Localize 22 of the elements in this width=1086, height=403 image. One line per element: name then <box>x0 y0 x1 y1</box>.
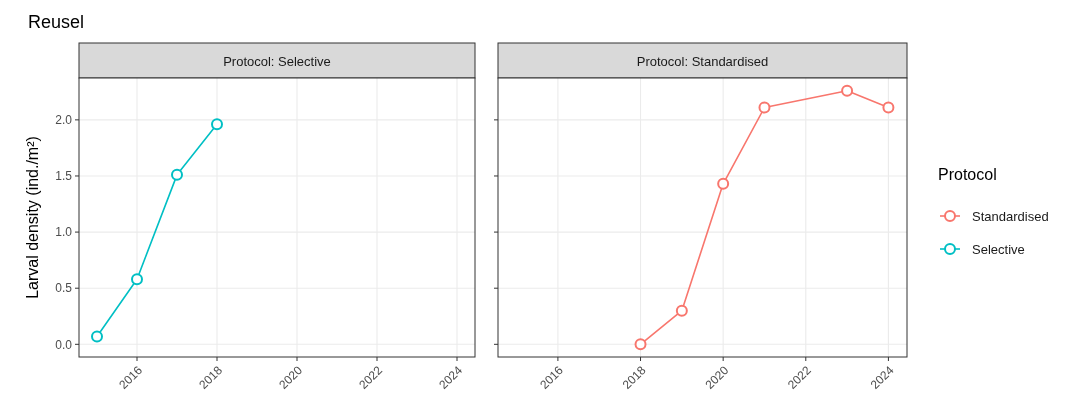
chart-subtitle: Protocol: Selective <box>223 54 331 69</box>
legend-label: Selective <box>972 241 1025 257</box>
y-tick-label: 2.0 <box>55 113 73 128</box>
chart-title: Reusel <box>28 12 85 32</box>
point <box>91 330 103 343</box>
y-tick-label: 1.0 <box>55 225 73 240</box>
point <box>131 273 143 286</box>
point <box>634 338 647 351</box>
point <box>882 101 895 114</box>
point <box>717 177 730 190</box>
point <box>758 101 771 114</box>
point <box>675 304 688 317</box>
y-tick-label: 1.5 <box>55 169 73 184</box>
y-tick-label: 0.0 <box>55 337 73 352</box>
legend-label: Standardised <box>972 208 1049 224</box>
legend-title: Protocol <box>938 166 997 183</box>
point <box>211 118 223 131</box>
y-axis-title: Larval density (ind./m²) <box>24 136 41 299</box>
chart-subtitle: Protocol: Standardised <box>636 54 769 69</box>
point <box>841 84 854 97</box>
point <box>171 168 183 181</box>
y-tick-label: 0.5 <box>55 281 73 296</box>
